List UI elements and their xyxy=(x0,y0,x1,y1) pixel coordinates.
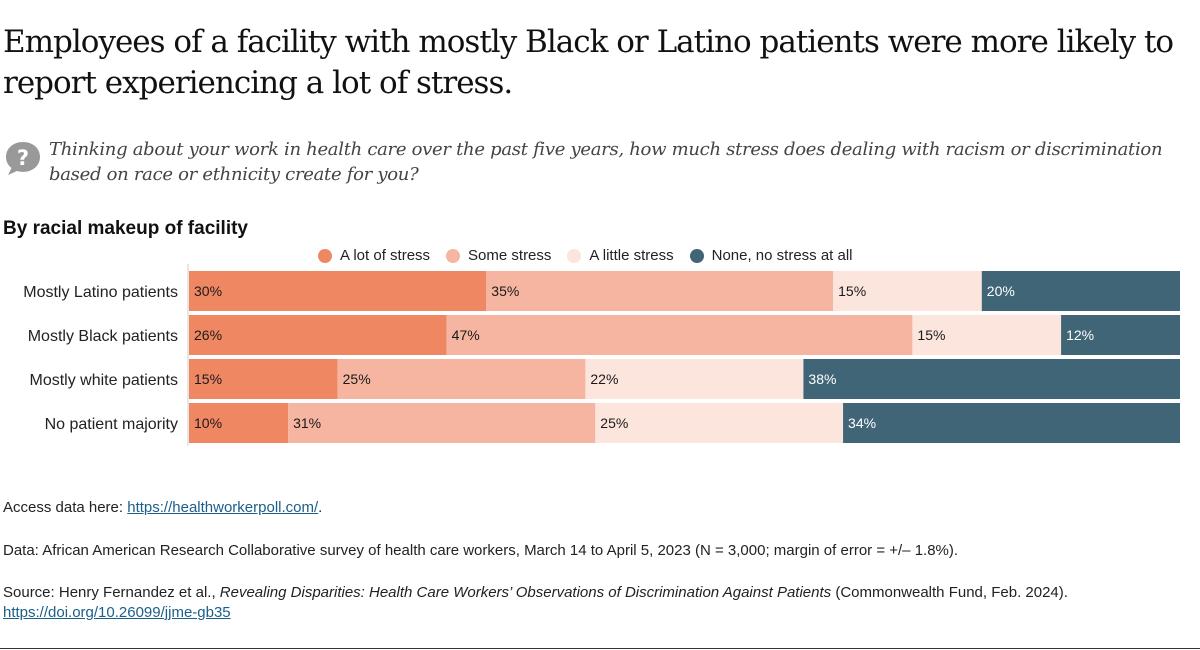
bar-segment xyxy=(803,359,1180,399)
data-label: 15% xyxy=(838,283,866,299)
legend-swatch xyxy=(318,248,332,263)
bar-segment xyxy=(189,271,487,311)
doi-link[interactable]: https://doi.org/10.26099/jjme-gb35 xyxy=(3,604,231,621)
svg-text:?: ? xyxy=(17,146,29,170)
data-note: Data: African American Research Collabor… xyxy=(3,542,959,559)
legend-swatch xyxy=(446,248,461,263)
access-note: Access data here: https://healthworkerpo… xyxy=(3,498,322,518)
bar-segment xyxy=(595,403,844,443)
legend: A lot of stress Some stress A little stres… xyxy=(318,247,853,264)
bar-segment xyxy=(585,359,804,399)
data-label: 38% xyxy=(808,371,836,387)
data-label: 15% xyxy=(917,327,945,343)
data-label: 25% xyxy=(343,371,371,387)
survey-question: Thinking about your work in health care … xyxy=(49,139,1163,185)
legend-item: None, no stress at all xyxy=(689,247,853,264)
data-label: 25% xyxy=(600,415,628,431)
legend-label: A lot of stress xyxy=(340,247,431,264)
legend-swatch xyxy=(689,248,704,263)
legend-label: None, no stress at all xyxy=(711,247,853,264)
category-label: Mostly Black patients xyxy=(28,328,178,345)
source-suffix: (Commonwealth Fund, Feb. 2024). xyxy=(831,584,1068,601)
bar-segment xyxy=(446,315,913,355)
question-bubble-icon: ? xyxy=(6,142,40,175)
data-label: 34% xyxy=(848,415,876,431)
bar-segment xyxy=(833,271,982,311)
legend-label: Some stress xyxy=(468,247,552,264)
category-label: Mostly white patients xyxy=(29,372,178,389)
source-title: Revealing Disparities: Health Care Worke… xyxy=(219,584,832,601)
data-label: 26% xyxy=(194,327,222,343)
category-label: Mostly Latino patients xyxy=(23,284,178,301)
legend-swatch xyxy=(567,248,582,263)
access-suffix: . xyxy=(318,499,323,516)
data-label: 31% xyxy=(293,415,321,431)
bar-segment xyxy=(1061,315,1180,355)
data-label: 35% xyxy=(491,283,519,299)
data-label: 15% xyxy=(194,371,222,387)
legend-item: A little stress xyxy=(567,247,674,264)
bar-segment xyxy=(288,403,596,443)
access-label: Access data here: xyxy=(3,499,128,516)
data-label: 22% xyxy=(590,371,618,387)
data-link[interactable]: https://healthworkerpoll.com/ xyxy=(127,499,319,516)
category-label: No patient majority xyxy=(45,416,178,433)
data-label: 10% xyxy=(194,415,222,431)
bar-segment xyxy=(189,359,338,399)
bar-segment xyxy=(486,271,834,311)
divider xyxy=(0,648,1200,649)
source-label: Source: Henry Fernandez et al., xyxy=(3,584,220,601)
data-label: 30% xyxy=(194,283,222,299)
data-label: 20% xyxy=(987,283,1015,299)
legend-item: Some stress xyxy=(446,247,551,264)
bar-segment xyxy=(843,403,1180,443)
bar-segment xyxy=(189,315,447,355)
bar-segment xyxy=(981,271,1180,311)
data-label: 12% xyxy=(1066,327,1094,343)
chart-title: Employees of a facility with mostly Blac… xyxy=(3,24,1174,101)
legend-item: A lot of stress xyxy=(318,247,430,264)
bar-segment xyxy=(337,359,586,399)
legend-label: A little stress xyxy=(589,247,674,264)
chart-subtitle: By racial makeup of facility xyxy=(3,218,248,239)
stacked-bar-chart: Mostly Latino patients 30% 35% 15% 20% Mostly… xyxy=(23,264,1180,446)
source-note: Source: Henry Fernandez et al., Revealin… xyxy=(3,583,1068,623)
data-label: 47% xyxy=(452,327,480,343)
bar-segment xyxy=(189,403,289,443)
bar-segment xyxy=(912,315,1062,355)
